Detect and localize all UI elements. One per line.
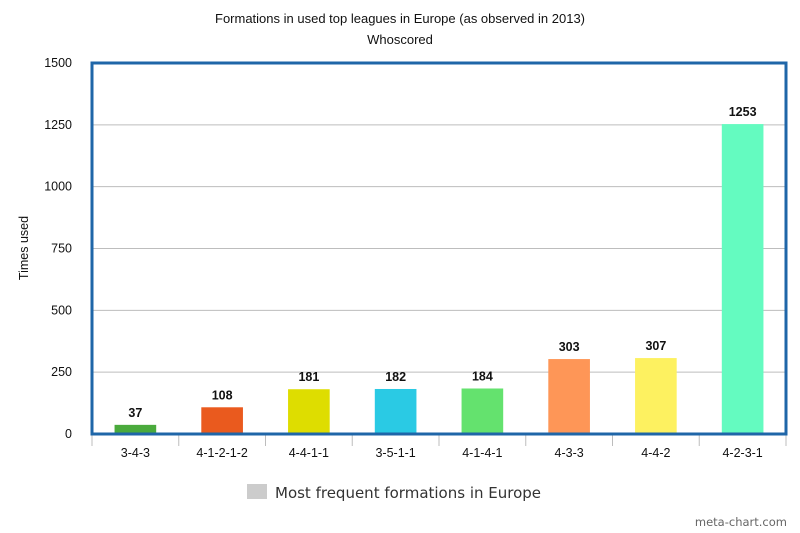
legend-swatch <box>247 484 267 499</box>
bar-3-5-1-1[interactable] <box>374 388 417 434</box>
y-tick-label: 1000 <box>44 180 72 194</box>
x-tick-label: 3-4-3 <box>121 446 150 460</box>
value-label: 108 <box>212 388 233 402</box>
bar-4-3-3[interactable] <box>548 359 590 434</box>
value-label: 37 <box>128 406 142 420</box>
y-tick-label: 250 <box>51 365 72 379</box>
x-axis-ticks: 3-4-3 4-1-2-1-2 4-4-1-1 3-5-1-1 4-1-4-1 4-3-3… <box>91 434 787 460</box>
bar-4-1-4-1[interactable] <box>461 388 504 434</box>
legend: Most frequent formations in Europe <box>247 484 541 502</box>
bar-4-1-2-1-2[interactable] <box>201 407 243 434</box>
y-tick-label: 1250 <box>44 118 72 132</box>
value-label: 303 <box>559 340 580 354</box>
x-tick-label: 4-4-2 <box>641 446 670 460</box>
value-label: 307 <box>645 339 666 353</box>
bar-4-2-3-1[interactable] <box>721 124 764 434</box>
x-tick-label: 4-1-4-1 <box>462 446 502 460</box>
value-label: 181 <box>298 370 319 384</box>
value-label: 182 <box>385 370 406 384</box>
legend-label: Most frequent formations in Europe <box>275 484 541 502</box>
value-label: 184 <box>472 369 493 383</box>
y-tick-label: 0 <box>65 427 72 441</box>
y-tick-label: 1500 <box>44 56 72 70</box>
chart-title: Formations in used top leagues in Europe… <box>215 11 585 26</box>
x-tick-label: 3-5-1-1 <box>375 446 415 460</box>
bar-4-4-1-1[interactable] <box>288 389 330 434</box>
x-tick-label: 4-1-2-1-2 <box>196 446 247 460</box>
gridlines <box>92 124 786 373</box>
plot-frame <box>90 61 788 436</box>
x-tick-label: 4-3-3 <box>555 446 584 460</box>
y-tick-label: 500 <box>51 303 72 317</box>
x-tick-label: 4-4-1-1 <box>289 446 329 460</box>
bar-3-4-3[interactable] <box>114 424 157 434</box>
y-axis-ticks: 0 250 500 750 1000 1250 1500 <box>44 56 72 441</box>
x-tick-label: 4-2-3-1 <box>722 446 762 460</box>
bar-4-4-2[interactable] <box>635 358 677 434</box>
y-tick-label: 750 <box>51 242 72 256</box>
credit[interactable]: meta-chart.com <box>695 515 787 529</box>
data-labels: 37 108 181 182 184 303 307 1253 <box>128 105 756 420</box>
y-axis-label: Times used <box>17 216 31 280</box>
value-label: 1253 <box>729 105 757 119</box>
chart-subtitle: Whoscored <box>367 32 433 47</box>
bars <box>114 124 764 434</box>
